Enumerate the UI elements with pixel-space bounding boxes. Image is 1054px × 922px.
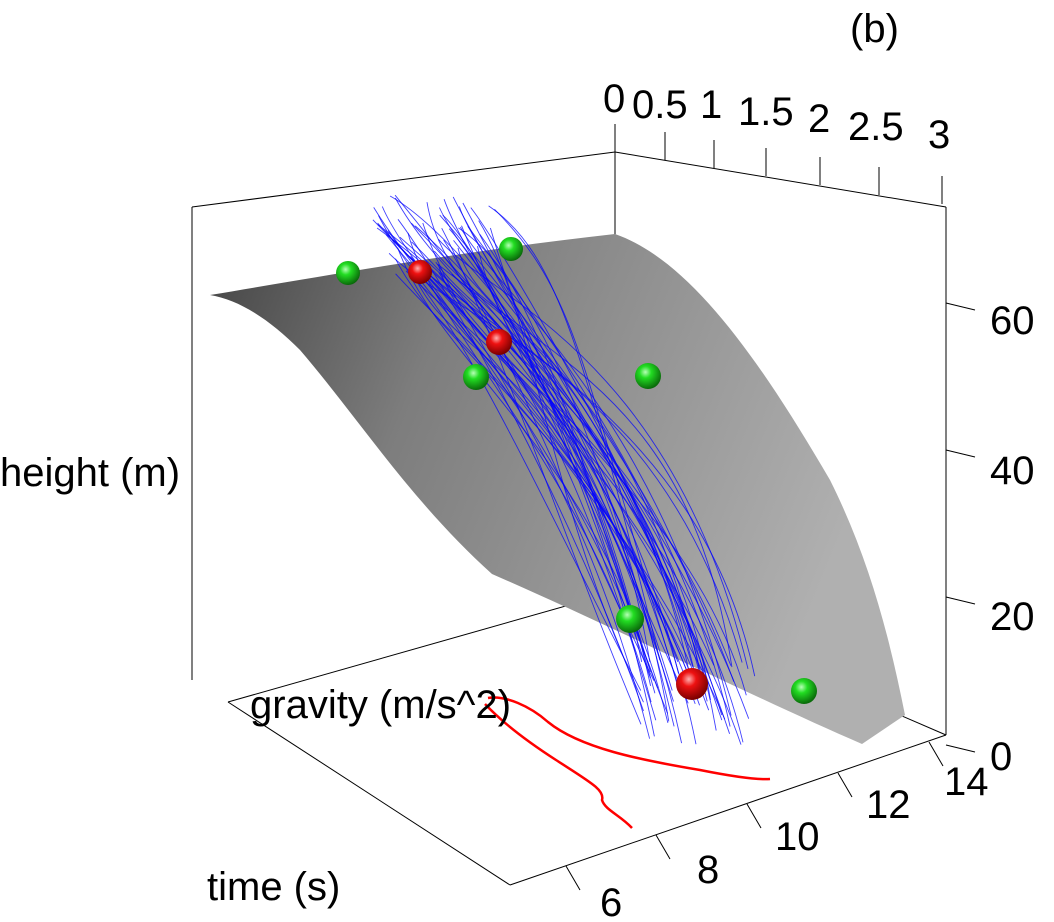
green-point	[463, 364, 489, 390]
z-tick-0: 0	[990, 735, 1012, 779]
trajectory-line	[410, 256, 744, 743]
trajectory-line	[457, 247, 700, 668]
trajectory-line	[414, 225, 750, 719]
x-tick-12: 12	[866, 783, 911, 827]
trajectory-line	[467, 226, 731, 727]
points	[336, 237, 817, 704]
x-axis-label: time (s)	[207, 865, 340, 909]
projection-curve	[487, 696, 771, 781]
trajectory-line	[437, 263, 694, 668]
y-tick-2-5: 2.5	[848, 105, 904, 149]
trajectory-line	[461, 225, 651, 673]
red-point	[486, 329, 512, 355]
trajectory-line	[433, 250, 733, 668]
trajectory-line	[459, 226, 732, 716]
trajectory-line	[381, 206, 659, 689]
y-tick-2: 2	[808, 97, 830, 141]
trajectory-line	[409, 271, 642, 691]
x-tick-10: 10	[775, 815, 820, 859]
trajectory-line	[395, 258, 710, 711]
trajectory-line	[458, 206, 723, 721]
trajectory-line	[441, 227, 642, 725]
green-point	[791, 678, 817, 704]
x-tick-8: 8	[697, 848, 719, 892]
y-axis: 0 0.5 1 1.5 2 2.5 3	[603, 77, 950, 204]
panel-label: (b)	[850, 7, 899, 51]
y-tick-0-5: 0.5	[632, 83, 688, 127]
z-tick-60: 60	[990, 299, 1035, 343]
trajectory-line	[426, 202, 703, 681]
trajectory-line	[438, 239, 749, 670]
trajectory-line	[478, 220, 644, 703]
z-axis: 0 20 40 60	[945, 299, 1035, 779]
green-point	[635, 363, 661, 389]
z-axis-label: height (m)	[0, 451, 180, 495]
trajectory-line	[405, 270, 670, 722]
y-tick-3: 3	[928, 113, 950, 157]
trajectory-line	[439, 214, 735, 682]
projection-curve-2	[484, 703, 633, 829]
green-point	[616, 605, 644, 633]
trajectory-line	[389, 195, 731, 734]
trajectories	[372, 194, 756, 745]
trajectory-line	[413, 274, 643, 663]
y-tick-0: 0	[603, 77, 625, 121]
x-axis: 6 8 10 12 14	[565, 741, 989, 922]
red-point	[676, 668, 708, 700]
x-tick-14: 14	[944, 760, 989, 804]
y-tick-1-5: 1.5	[738, 90, 794, 134]
response-surface	[210, 234, 905, 744]
z-tick-40: 40	[990, 449, 1035, 493]
trajectory-line	[394, 194, 742, 745]
red-point	[408, 260, 432, 284]
green-point	[499, 237, 523, 261]
trajectory-line	[452, 196, 680, 691]
green-point	[336, 261, 360, 285]
trajectory-line	[438, 272, 747, 696]
trajectory-line	[416, 260, 696, 705]
trajectory-line	[372, 219, 715, 666]
x-tick-6: 6	[600, 881, 622, 922]
trajectory-line	[438, 207, 699, 687]
z-tick-20: 20	[990, 595, 1035, 639]
y-axis-label: gravity (m/s^2)	[250, 683, 511, 727]
y-tick-1: 1	[700, 83, 722, 127]
